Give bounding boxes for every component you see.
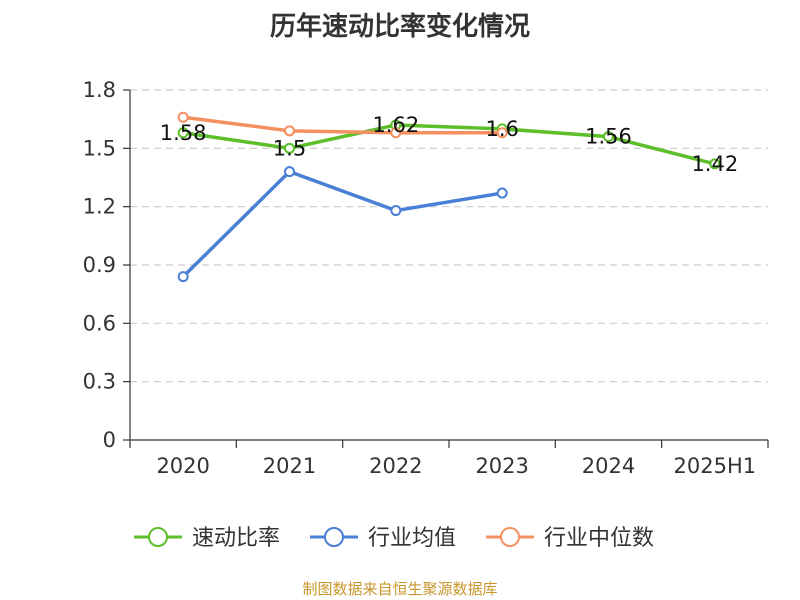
- x-tick-label: 2025H1: [674, 454, 757, 478]
- data-point: [177, 111, 189, 123]
- data-point: [284, 166, 295, 178]
- data-label: 1.58: [160, 121, 207, 145]
- x-tick-label: 2022: [369, 454, 422, 478]
- data-point: [603, 131, 614, 143]
- data-point: [709, 158, 721, 170]
- data-point: [496, 187, 508, 199]
- legend-swatch-marker: [500, 527, 520, 547]
- series-line-2: [181, 115, 504, 135]
- series-line-1: [181, 169, 504, 279]
- x-tick-label: 2020: [156, 454, 209, 478]
- data-label: 1.6: [485, 117, 518, 141]
- y-tick-label: 0: [103, 428, 116, 452]
- x-tick-label: 2024: [582, 454, 635, 478]
- y-tick-label: 0.6: [83, 311, 116, 335]
- data-point: [177, 271, 189, 283]
- y-tick-label: 0.3: [83, 370, 116, 394]
- y-tick-label: 1.2: [83, 195, 116, 219]
- x-tick-label: 2023: [475, 454, 528, 478]
- legend-label: 行业均值: [368, 526, 456, 551]
- source-note: 制图数据来自恒生聚源数据库: [302, 580, 498, 598]
- legend-swatch-marker: [148, 527, 168, 547]
- y-tick-label: 1.5: [83, 136, 116, 160]
- data-point: [284, 125, 295, 137]
- data-label: 1.5: [273, 136, 306, 160]
- data-label: 1.42: [691, 152, 738, 176]
- legend-label: 行业中位数: [544, 526, 654, 551]
- series-line-0: [181, 123, 717, 166]
- chart-title: 历年速动比率变化情况: [269, 12, 530, 42]
- data-point: [390, 205, 402, 217]
- data-point: [177, 127, 189, 139]
- legend-swatch-marker: [324, 527, 344, 547]
- data-label: 1.62: [372, 113, 419, 137]
- y-tick-label: 1.8: [83, 78, 116, 102]
- y-tick-label: 0.9: [83, 253, 116, 277]
- legend-label: 速动比率: [192, 526, 280, 551]
- x-tick-label: 2021: [263, 454, 316, 478]
- data-label: 1.56: [585, 125, 632, 149]
- data-point: [284, 142, 295, 154]
- data-point: [390, 127, 402, 139]
- data-point: [496, 127, 508, 139]
